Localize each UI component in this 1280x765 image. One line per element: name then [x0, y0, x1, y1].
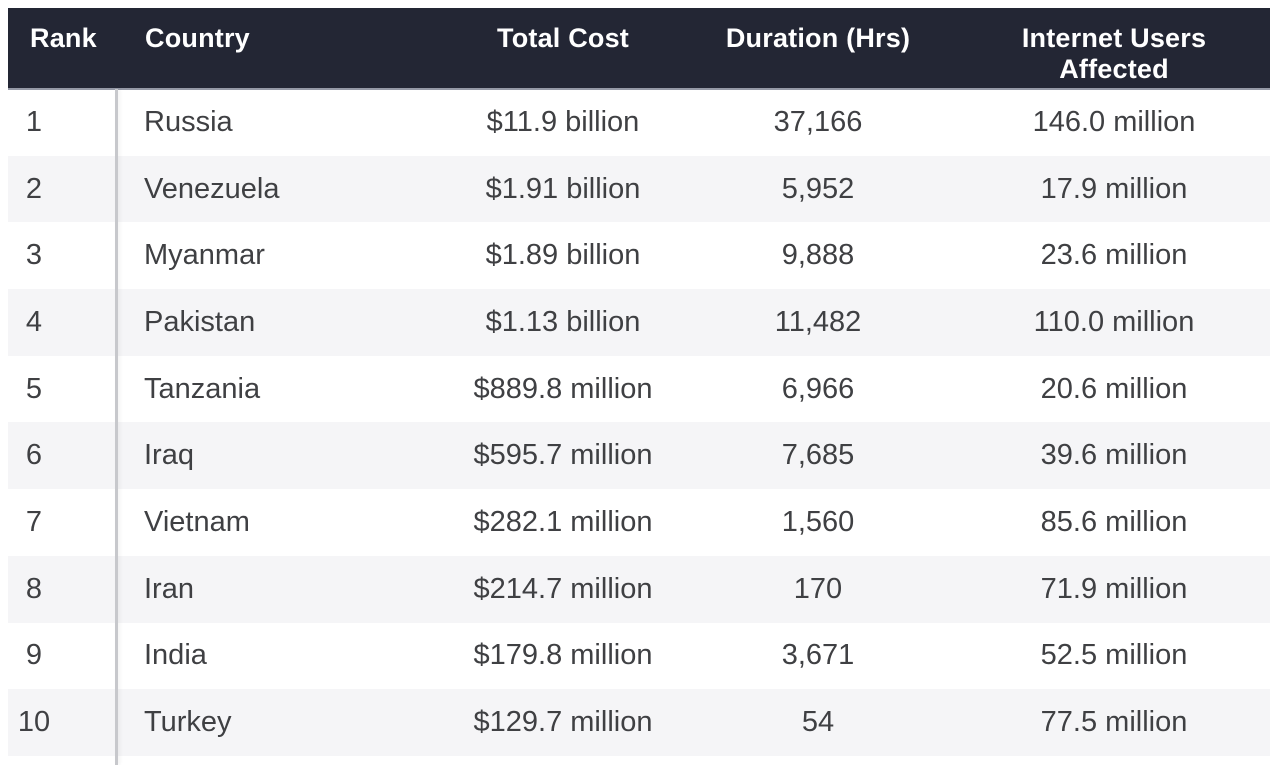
- column-header-duration: Duration (Hrs): [678, 8, 958, 90]
- table-body: 1 Russia $11.9 billion 37,166 146.0 mill…: [8, 89, 1270, 756]
- country-cell: Venezuela: [144, 172, 280, 205]
- country-cell: Iraq: [144, 439, 194, 472]
- rank-value: 8: [25, 572, 43, 605]
- duration-cell: 54: [801, 706, 835, 739]
- users-affected-cell: 52.5 million: [1040, 639, 1188, 672]
- total-cost-cell: $214.7 million: [473, 572, 653, 605]
- rank-value: 10: [17, 706, 51, 739]
- table-row: 2 Venezuela $1.91 billion 5,952 17.9 mil…: [8, 155, 1270, 223]
- duration-cell: 1,560: [781, 505, 855, 538]
- rank-cell: 10: [8, 689, 118, 756]
- duration-cell: 11,482: [774, 305, 862, 338]
- duration-cell: 3,671: [781, 639, 855, 672]
- rank-value: 5: [25, 372, 43, 405]
- column-header-country: Country: [118, 8, 448, 90]
- rank-value: 2: [25, 172, 43, 205]
- table-row: 8 Iran $214.7 million 170 71.9 million: [8, 555, 1270, 623]
- table-row: 4 Pakistan $1.13 billion 11,482 110.0 mi…: [8, 289, 1270, 356]
- duration-cell: 6,966: [781, 372, 855, 405]
- column-header-rank: Rank: [8, 8, 118, 90]
- users-affected-cell: 77.5 million: [1040, 706, 1188, 739]
- rank-value: 4: [25, 305, 43, 338]
- rank-cell: 5: [8, 356, 118, 423]
- rank-value: 1: [25, 106, 43, 139]
- users-affected-cell: 39.6 million: [1040, 439, 1188, 472]
- rank-cell: 3: [8, 222, 118, 289]
- rank-cell: 2: [8, 156, 118, 223]
- total-cost-cell: $889.8 million: [473, 372, 653, 405]
- rank-cell: 8: [8, 556, 118, 623]
- users-affected-cell: 110.0 million: [1033, 305, 1195, 338]
- users-affected-cell: 23.6 million: [1040, 239, 1188, 272]
- rank-column-divider: [115, 89, 118, 765]
- total-cost-cell: $1.91 billion: [485, 172, 641, 205]
- total-cost-cell: $595.7 million: [473, 439, 653, 472]
- country-cell: Vietnam: [144, 505, 250, 538]
- country-cell: Pakistan: [144, 305, 256, 338]
- rank-value: 6: [25, 439, 43, 472]
- table-row: 7 Vietnam $282.1 million 1,560 85.6 mill…: [8, 489, 1270, 556]
- country-cell: Myanmar: [144, 239, 265, 272]
- users-affected-header-label: Internet Users Affected: [1021, 23, 1207, 84]
- table-row: 10 Turkey $129.7 million 54 77.5 million: [8, 689, 1270, 756]
- table-row: 5 Tanzania $889.8 million 6,966 20.6 mil…: [8, 355, 1270, 423]
- users-affected-cell: 146.0 million: [1032, 106, 1196, 139]
- country-cell: Turkey: [144, 706, 232, 739]
- total-cost-cell: $1.13 billion: [485, 305, 641, 338]
- column-header-users-affected: Internet Users Affected: [958, 8, 1270, 90]
- rank-value: 9: [25, 639, 43, 672]
- duration-cell: 9,888: [781, 239, 855, 272]
- users-affected-cell: 17.9 million: [1040, 172, 1188, 205]
- rank-cell: 4: [8, 289, 118, 356]
- duration-cell: 170: [793, 572, 843, 605]
- total-cost-cell: $179.8 million: [473, 639, 653, 672]
- rank-cell: 7: [8, 489, 118, 556]
- duration-cell: 37,166: [773, 106, 863, 139]
- rank-value: 3: [25, 239, 43, 272]
- table-row: 9 India $179.8 million 3,671 52.5 millio…: [8, 622, 1270, 690]
- internet-shutdown-cost-table: Rank Country Total Cost Duration (Hrs) I…: [8, 8, 1270, 756]
- rank-cell: 1: [8, 89, 118, 156]
- header-row: Rank Country Total Cost Duration (Hrs) I…: [8, 8, 1270, 90]
- table-row: 6 Iraq $595.7 million 7,685 39.6 million: [8, 422, 1270, 490]
- total-cost-cell: $1.89 billion: [485, 239, 641, 272]
- table-row: 3 Myanmar $1.89 billion 9,888 23.6 milli…: [8, 222, 1270, 290]
- users-affected-cell: 20.6 million: [1040, 372, 1188, 405]
- duration-cell: 5,952: [781, 172, 855, 205]
- country-cell: India: [144, 639, 207, 672]
- column-header-total-cost: Total Cost: [448, 8, 678, 90]
- country-cell: Tanzania: [144, 372, 261, 405]
- users-affected-cell: 85.6 million: [1040, 505, 1188, 538]
- rank-cell: 9: [8, 623, 118, 690]
- total-cost-cell: $129.7 million: [473, 706, 653, 739]
- country-cell: Iran: [144, 572, 194, 605]
- table-header: Rank Country Total Cost Duration (Hrs) I…: [8, 8, 1270, 90]
- total-cost-cell: $11.9 billion: [486, 106, 640, 139]
- users-affected-cell: 71.9 million: [1040, 572, 1188, 605]
- rank-value: 7: [25, 505, 43, 538]
- table-row: 1 Russia $11.9 billion 37,166 146.0 mill…: [8, 89, 1270, 156]
- country-cell: Russia: [144, 106, 233, 139]
- duration-cell: 7,685: [781, 439, 855, 472]
- total-cost-cell: $282.1 million: [473, 505, 653, 538]
- rank-cell: 6: [8, 422, 118, 489]
